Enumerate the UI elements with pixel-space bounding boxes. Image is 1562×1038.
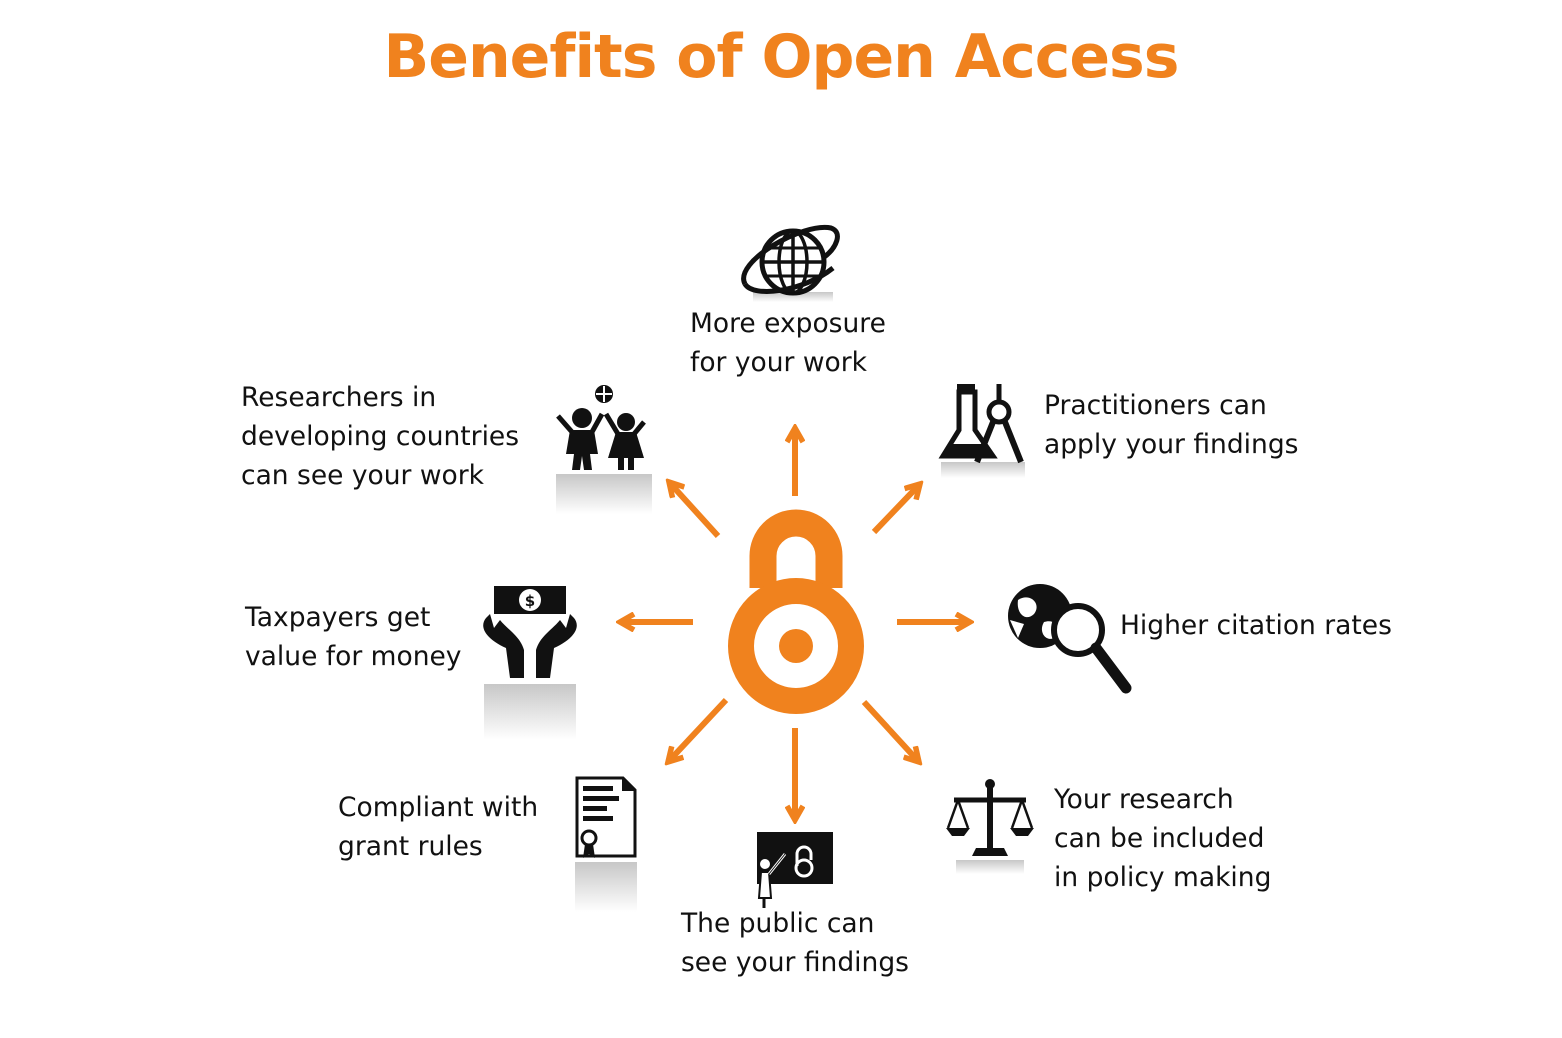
globe-magnifier-icon: [1008, 584, 1132, 694]
benefit-grant: Compliant with grant rules: [338, 788, 538, 866]
arrow-down-right: [861, 699, 919, 762]
benefit-citation: Higher citation rates: [1120, 606, 1392, 645]
lab-flask-compass-icon: [938, 384, 1025, 478]
benefit-public: The public can see your findings: [681, 904, 909, 982]
benefit-exposure: More exposure for your work: [690, 304, 886, 382]
hands-money-icon: $: [483, 586, 577, 740]
benefit-grant-line-1: Compliant with: [338, 792, 539, 823]
benefit-citation-line-1: Higher citation rates: [1120, 610, 1392, 641]
arrow-down-left: [668, 697, 729, 762]
benefit-taxpayers-line-1: Taxpayers get: [245, 602, 431, 633]
benefit-grant-line-2: grant rules: [338, 831, 483, 862]
benefit-policy-line-1: Your research: [1054, 784, 1234, 815]
benefit-policy-line-2: can be included: [1054, 823, 1265, 854]
globe-orbit-icon: [741, 224, 840, 302]
benefit-taxpayers: Taxpayers get value for money: [245, 598, 461, 676]
benefit-practitioners-line-2: apply your findings: [1044, 429, 1299, 460]
benefit-developing-line-3: can see your work: [241, 460, 485, 491]
arrows: [620, 428, 970, 820]
benefit-exposure-line-2: for your work: [690, 347, 867, 378]
page-title: Benefits of Open Access: [383, 22, 1180, 92]
benefit-public-line-2: see your findings: [681, 947, 909, 978]
benefit-policy-line-3: in policy making: [1054, 862, 1272, 893]
benefit-exposure-line-1: More exposure: [690, 308, 886, 339]
scales-of-justice-icon: [946, 779, 1034, 874]
benefit-taxpayers-line-2: value for money: [245, 641, 462, 672]
benefit-practitioners: Practitioners can apply your findings: [1044, 386, 1298, 464]
benefit-developing-line-2: developing countries: [241, 421, 520, 452]
svg-text:$: $: [525, 592, 535, 610]
teacher-blackboard-icon: [757, 832, 833, 908]
arrow-up-left: [669, 482, 721, 539]
certificate-document-icon: [575, 776, 637, 912]
benefit-developing: Researchers in developing countries can …: [241, 378, 519, 495]
benefit-developing-line-1: Researchers in: [241, 382, 437, 413]
benefit-public-line-1: The public can: [681, 908, 875, 939]
benefit-practitioners-line-1: Practitioners can: [1044, 390, 1267, 421]
children-globe-icon: [556, 385, 652, 514]
benefit-policy: Your research can be included in policy …: [1054, 780, 1271, 897]
open-access-lock-icon: [728, 509, 864, 714]
arrow-up-right: [871, 484, 920, 535]
